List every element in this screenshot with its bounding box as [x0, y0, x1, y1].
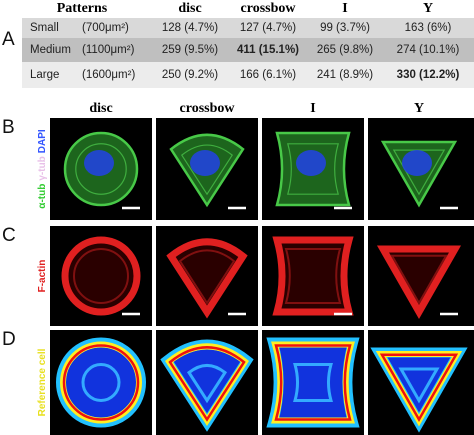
actin [166, 238, 248, 319]
panel-label: C [2, 225, 16, 246]
table-header: crossbow [241, 1, 297, 16]
panel-label: B [2, 117, 15, 138]
table-cell: 241 (8.9%) [317, 69, 373, 81]
table-cell: 265 (9.8%) [317, 44, 373, 56]
row-label: α-tub γ-tub DAPI [37, 129, 48, 209]
table-cell: Large [30, 69, 59, 81]
heatmap [62, 344, 140, 421]
table-cell: 127 (4.7%) [240, 22, 296, 34]
table-cell: 166 (6.1%) [240, 69, 296, 81]
column-header: Y [414, 101, 424, 116]
table-cell: Medium [30, 44, 71, 56]
actin [178, 249, 236, 305]
table-header: I [342, 1, 347, 16]
table-cell: (1600μm²) [82, 69, 135, 81]
nucleus [84, 150, 114, 176]
row-label-part: α-tub [37, 184, 48, 209]
row-label-part: F-actin [37, 260, 48, 293]
table-cell: 128 (4.7%) [162, 22, 218, 34]
panel-label: D [2, 329, 16, 350]
row-label: Reference cell [37, 348, 48, 416]
table-cell: 330 (12.2%) [397, 69, 460, 81]
nucleus [296, 150, 326, 176]
actin [72, 248, 130, 304]
table-row-bg [22, 62, 474, 88]
table-row-bg [22, 38, 474, 62]
heatmap [266, 337, 360, 428]
row-label: F-actin [37, 260, 48, 293]
table-cell: 274 (10.1%) [397, 44, 460, 56]
column-header: crossbow [180, 101, 236, 116]
table-cell: Small [30, 22, 59, 34]
table-header: Patterns [57, 1, 108, 16]
table-row-bg [22, 18, 474, 38]
actin [284, 248, 342, 304]
table-cell: 411 (15.1%) [237, 44, 299, 56]
table-header: disc [178, 1, 201, 16]
heatmap [187, 363, 227, 404]
column-header: disc [89, 101, 112, 116]
column-header: I [310, 101, 315, 116]
actin [61, 236, 141, 316]
heatmap [293, 363, 333, 402]
panel-label: A [2, 29, 15, 50]
nucleus [402, 150, 432, 176]
heatmap [81, 363, 121, 402]
table-header: Y [423, 1, 433, 16]
table-cell: 250 (9.2%) [162, 69, 218, 81]
row-label-part: DAPI [37, 129, 48, 153]
nucleus [190, 150, 220, 176]
row-label-part: Reference cell [37, 348, 48, 416]
microtubules [181, 144, 233, 196]
table-cell: 163 (6%) [405, 22, 452, 34]
table-cell: 259 (9.5%) [162, 44, 218, 56]
microtubules [287, 143, 339, 195]
heatmap [398, 367, 440, 404]
actin [272, 236, 354, 316]
actin [390, 254, 448, 306]
table-cell: (1100μm²) [82, 44, 135, 56]
table-cell: (700μm²) [82, 22, 129, 34]
heatmap [379, 353, 459, 423]
heatmap [168, 346, 246, 422]
heatmap [274, 344, 352, 421]
table-cell: 99 (3.7%) [320, 22, 370, 34]
microtubules [75, 143, 127, 195]
actin [376, 245, 462, 320]
table-row-bg [22, 0, 474, 18]
row-label-part: γ-tub [37, 156, 48, 180]
